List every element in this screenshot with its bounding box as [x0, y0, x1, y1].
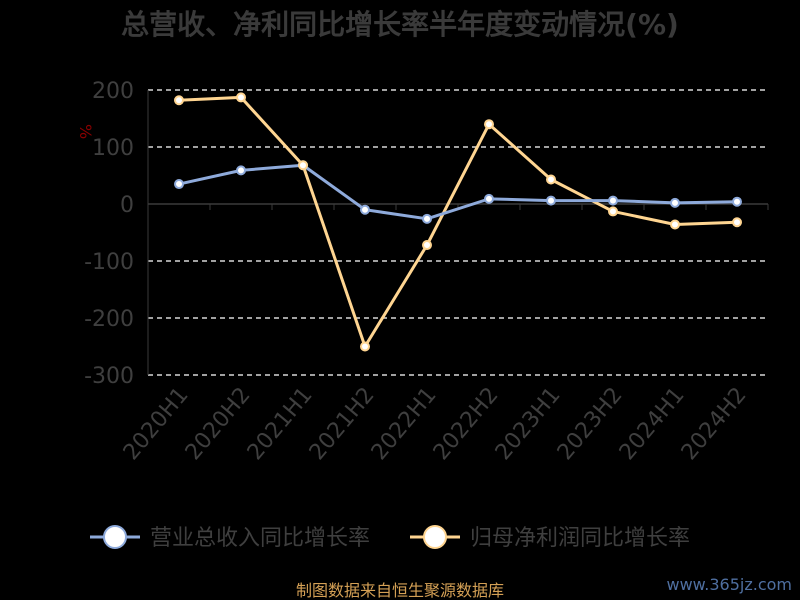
y-tick-label: -100 — [84, 250, 134, 275]
x-tick-label: 2020H2 — [181, 383, 256, 465]
x-tick-label: 2021H2 — [305, 383, 380, 465]
x-tick-label: 2024H2 — [677, 383, 752, 465]
series-2-point — [236, 92, 246, 103]
series-1-point — [608, 195, 618, 206]
series-2-point — [174, 95, 184, 106]
y-tick-label: 200 — [92, 79, 134, 104]
y-tick-label: -200 — [84, 307, 134, 332]
series-1-point — [670, 197, 680, 208]
series-2-point — [546, 174, 556, 185]
series-1-point — [236, 165, 246, 176]
series-1-point — [484, 193, 494, 204]
x-axis: 2020H12020H22021H12021H22022H12022H22023… — [119, 204, 769, 465]
series-1-point — [422, 213, 432, 224]
x-tick-label: 2021H1 — [243, 383, 318, 465]
chart-title: 总营收、净利同比增长率半年度变动情况(%) — [121, 8, 679, 41]
series-1-point — [174, 179, 184, 190]
x-tick-label: 2023H2 — [553, 383, 628, 465]
watermark: www.365jz.com — [666, 575, 792, 594]
series-2-point — [422, 240, 432, 251]
x-tick-label: 2022H1 — [367, 383, 442, 465]
source-note: 制图数据来自恒生聚源数据库 — [296, 581, 504, 600]
legend-swatch-marker-2 — [423, 525, 447, 549]
series-2-point — [608, 206, 618, 217]
series-1-point — [732, 196, 742, 207]
series-line-2 — [177, 95, 739, 348]
series-2-point — [484, 119, 494, 130]
y-tick-label: -300 — [84, 364, 134, 389]
series-2-point — [732, 217, 742, 228]
legend: 营业总收入同比增长率 归母净利润同比增长率 — [90, 525, 690, 551]
legend-label-1: 营业总收入同比增长率 — [150, 526, 370, 551]
x-tick-label: 2023H1 — [491, 383, 566, 465]
plot-area — [174, 92, 742, 352]
grid — [147, 89, 768, 376]
series-2-point — [298, 160, 308, 171]
y-tick-label: 100 — [92, 136, 134, 161]
x-tick-label: 2024H1 — [615, 383, 690, 465]
series-1-point — [546, 195, 556, 206]
y-tick-label: 0 — [120, 193, 134, 218]
y-axis: 200 100 0 -100 -200 -300 — [84, 79, 134, 389]
y-unit-label: % — [76, 124, 95, 139]
legend-label-2: 归母净利润同比增长率 — [470, 526, 690, 551]
legend-swatch-marker-1 — [103, 525, 127, 549]
x-tick-label: 2020H1 — [119, 383, 194, 465]
series-2-point — [360, 341, 370, 352]
series-line-1 — [177, 163, 739, 221]
series-2-point — [670, 219, 680, 230]
series-1-point — [360, 204, 370, 215]
x-tick-label: 2022H2 — [429, 383, 504, 465]
